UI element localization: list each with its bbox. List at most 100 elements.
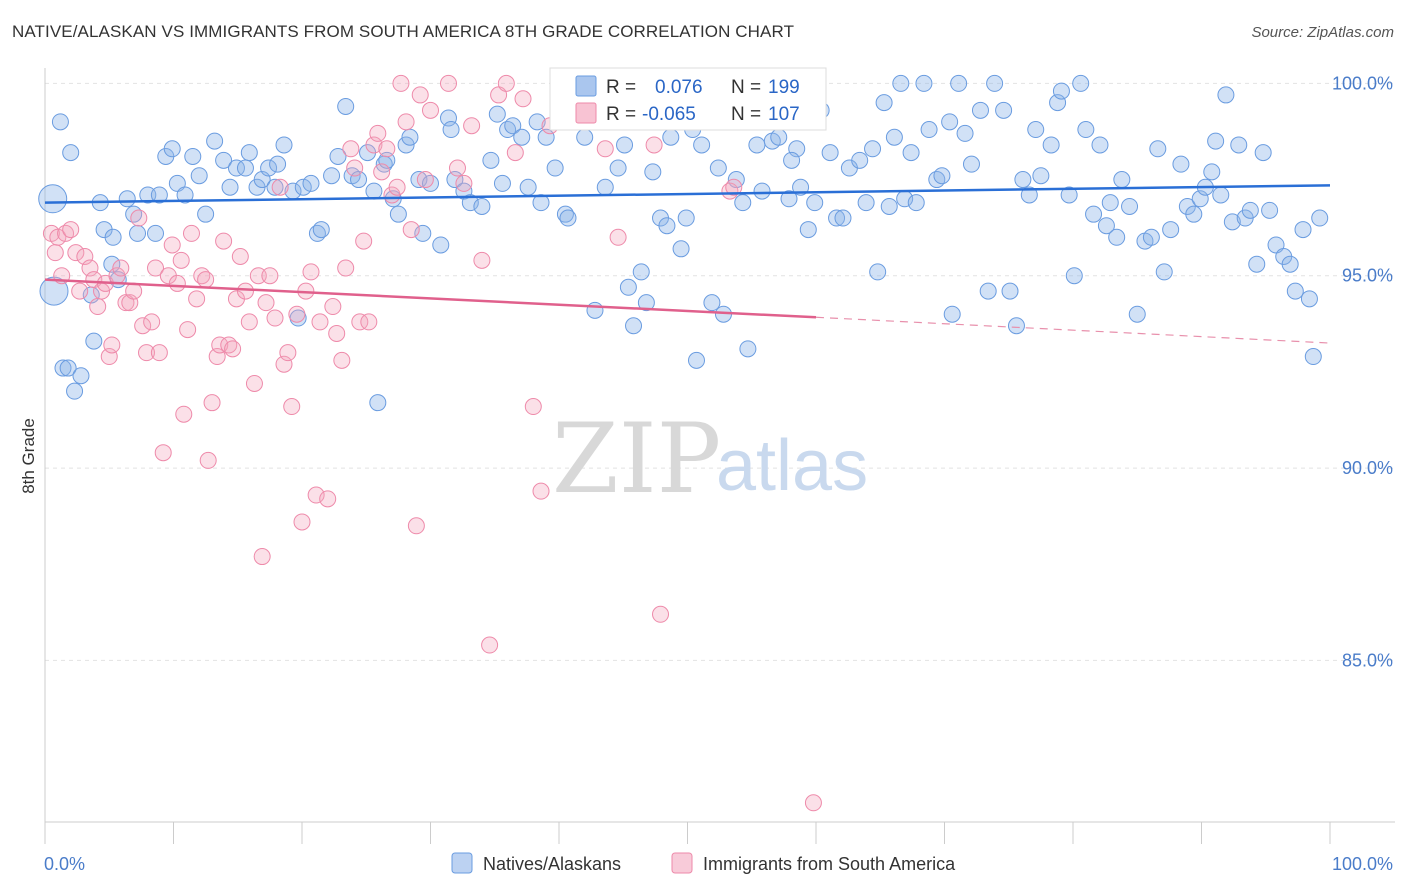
point-immigrants bbox=[342, 140, 360, 158]
point-natives bbox=[693, 136, 711, 154]
point-immigrants bbox=[103, 336, 121, 354]
legend-r-value-2: -0.065 bbox=[642, 104, 696, 125]
point-immigrants bbox=[175, 405, 193, 423]
point-natives bbox=[915, 74, 933, 92]
point-natives bbox=[1085, 205, 1103, 223]
point-natives bbox=[519, 178, 537, 196]
point-natives bbox=[586, 301, 604, 319]
point-natives bbox=[1121, 197, 1139, 215]
point-natives bbox=[532, 194, 550, 212]
bottom-legend-swatch-natives bbox=[451, 852, 473, 874]
point-immigrants bbox=[397, 113, 415, 131]
point-natives bbox=[1281, 255, 1299, 273]
point-natives bbox=[1065, 267, 1083, 285]
y-axis-title: 8th Grade bbox=[19, 418, 38, 494]
point-immigrants bbox=[725, 178, 743, 196]
point-immigrants bbox=[271, 178, 289, 196]
trend-line-immigrants bbox=[44, 278, 817, 319]
point-natives bbox=[190, 167, 208, 185]
point-natives bbox=[875, 94, 893, 112]
bottom-legend-label-natives: Natives/Alaskans bbox=[483, 854, 621, 874]
y-tick-label: 85.0% bbox=[1342, 650, 1393, 670]
point-natives bbox=[995, 101, 1013, 119]
x-tick-label: 0.0% bbox=[44, 854, 85, 874]
watermark: ZIP atlas bbox=[552, 403, 868, 515]
point-natives bbox=[1072, 74, 1090, 92]
point-natives bbox=[880, 197, 898, 215]
point-natives bbox=[1007, 317, 1025, 335]
point-natives bbox=[1101, 194, 1119, 212]
point-natives bbox=[240, 144, 258, 162]
point-natives bbox=[59, 359, 77, 377]
point-immigrants bbox=[197, 271, 215, 289]
point-immigrants bbox=[402, 221, 420, 239]
point-immigrants bbox=[163, 236, 181, 254]
point-natives bbox=[118, 190, 136, 208]
point-natives bbox=[275, 136, 293, 154]
point-natives bbox=[302, 174, 320, 192]
bottom-legend: Natives/Alaskans Immigrants from South A… bbox=[451, 852, 956, 874]
point-natives bbox=[482, 151, 500, 169]
point-immigrants bbox=[168, 274, 186, 292]
point-natives bbox=[971, 101, 989, 119]
legend-n-value-1: 199 bbox=[768, 77, 800, 98]
point-immigrants bbox=[596, 140, 614, 158]
watermark-zip: ZIP bbox=[552, 403, 721, 515]
point-natives bbox=[1142, 228, 1160, 246]
trend-line-immigrants-extension bbox=[815, 316, 1331, 344]
point-immigrants bbox=[311, 313, 329, 331]
legend-n-value-2: 107 bbox=[768, 104, 800, 125]
legend-n-label-1: N = bbox=[731, 77, 761, 98]
legend-r-label-2: R = bbox=[606, 104, 636, 125]
point-natives bbox=[62, 144, 80, 162]
point-immigrants bbox=[172, 251, 190, 269]
point-natives bbox=[504, 117, 522, 135]
point-natives bbox=[51, 113, 69, 131]
point-immigrants bbox=[240, 313, 258, 331]
legend-r-label-1: R = bbox=[606, 77, 636, 98]
point-natives bbox=[962, 155, 980, 173]
point-natives bbox=[1020, 186, 1038, 204]
point-immigrants bbox=[439, 74, 457, 92]
point-natives bbox=[1149, 140, 1167, 158]
point-immigrants bbox=[288, 305, 306, 323]
point-immigrants bbox=[62, 221, 80, 239]
point-natives bbox=[150, 186, 168, 204]
point-immigrants bbox=[302, 263, 320, 281]
point-natives bbox=[1217, 86, 1235, 104]
point-natives bbox=[329, 147, 347, 165]
point-natives bbox=[1091, 136, 1109, 154]
point-natives bbox=[1254, 144, 1272, 162]
point-immigrants bbox=[134, 317, 152, 335]
trend-line-natives bbox=[44, 184, 1331, 204]
point-immigrants bbox=[253, 548, 271, 566]
point-natives bbox=[979, 282, 997, 300]
chart-title: NATIVE/ALASKAN VS IMMIGRANTS FROM SOUTH … bbox=[12, 22, 795, 41]
point-natives bbox=[1128, 305, 1146, 323]
point-natives bbox=[821, 144, 839, 162]
point-natives bbox=[748, 136, 766, 154]
source-label: Source: ZipAtlas.com bbox=[1251, 24, 1394, 41]
point-natives bbox=[1207, 132, 1225, 150]
point-natives bbox=[104, 228, 122, 246]
point-immigrants bbox=[130, 209, 148, 227]
point-natives bbox=[139, 186, 157, 204]
point-natives bbox=[662, 128, 680, 146]
point-immigrants bbox=[346, 159, 364, 177]
point-immigrants bbox=[324, 298, 342, 316]
point-natives bbox=[619, 278, 637, 296]
point-natives bbox=[389, 205, 407, 223]
point-immigrants bbox=[46, 244, 64, 262]
point-natives bbox=[956, 124, 974, 142]
point-natives bbox=[770, 128, 788, 146]
point-natives bbox=[857, 194, 875, 212]
point-natives bbox=[806, 194, 824, 212]
point-immigrants bbox=[147, 259, 165, 277]
point-natives bbox=[1223, 213, 1241, 231]
point-immigrants bbox=[245, 374, 263, 392]
point-natives bbox=[197, 205, 215, 223]
point-immigrants bbox=[422, 101, 439, 119]
watermark-atlas: atlas bbox=[716, 426, 868, 506]
point-natives bbox=[1001, 282, 1019, 300]
